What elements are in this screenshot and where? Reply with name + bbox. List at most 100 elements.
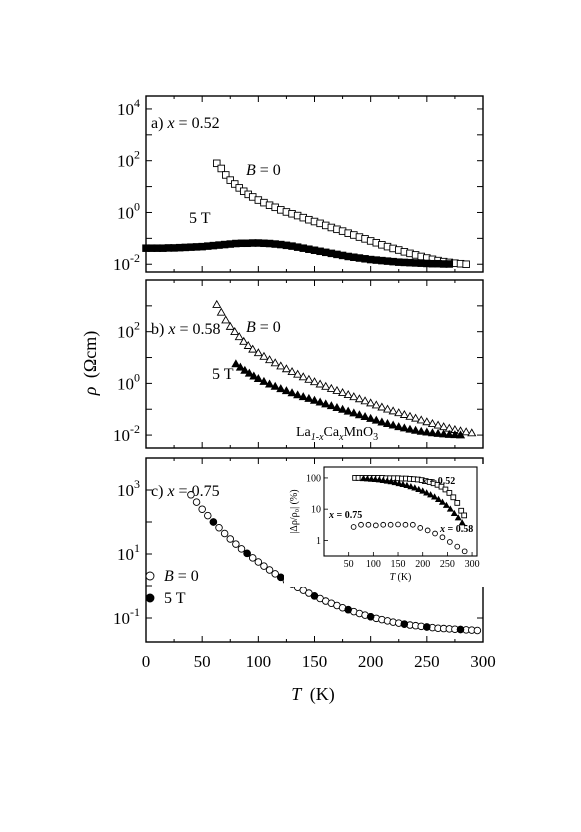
inset-data-point [379, 476, 387, 483]
data-point [456, 625, 465, 634]
inset-data-point [454, 500, 461, 506]
y-tick-label: 10-2 [113, 422, 140, 445]
data-point [433, 420, 443, 429]
data-point [248, 344, 258, 353]
data-point [187, 491, 195, 499]
inset-data-point [450, 509, 458, 517]
data-point [225, 321, 235, 330]
data-point [399, 423, 409, 432]
panel-a: 104 102 100 10-2 a) x = 0.52 B = 0 5 T [113, 95, 484, 274]
data-point [382, 419, 393, 428]
inset-data-point [450, 494, 457, 501]
data-point [265, 566, 274, 574]
data-point [377, 402, 387, 411]
inset-data-point [447, 539, 453, 545]
inset-data-point [434, 495, 443, 502]
data-point [235, 362, 245, 371]
data-point [349, 408, 359, 417]
data-point [204, 511, 212, 520]
y-tick-label: 103 [117, 477, 140, 500]
inset-data-point [375, 476, 383, 483]
inset-data-point [350, 524, 357, 530]
data-point [366, 612, 375, 621]
data-point [321, 399, 331, 408]
data-point [230, 326, 240, 335]
data-point [377, 417, 387, 426]
data-point [321, 381, 331, 390]
data-point [277, 573, 285, 582]
data-point [455, 430, 466, 439]
inset-data-point [431, 493, 439, 500]
data-point [371, 400, 381, 409]
data-point [338, 404, 348, 413]
inset-frame [323, 466, 478, 557]
data-point [276, 361, 286, 370]
inset-x-tick-label: 50 [344, 559, 354, 570]
series-2 [142, 239, 454, 268]
y-tick-label: 10-1 [113, 605, 140, 628]
inset-x-tick-label: 250 [440, 559, 455, 570]
data-point [422, 417, 432, 426]
legend-label: 5 T [212, 366, 234, 383]
data-point [366, 413, 376, 422]
data-point [332, 385, 342, 394]
panel-label: b) x = 0.58 [151, 321, 220, 338]
inset-data-point [458, 519, 466, 526]
data-point [249, 371, 259, 380]
inset-data-point [395, 479, 403, 487]
data-point [239, 336, 249, 345]
inset-data-point [409, 521, 416, 528]
legend-label: B = 0 [164, 568, 199, 585]
data-point [260, 562, 268, 570]
x-axis-label-symbol: T [291, 684, 303, 704]
data-point [405, 424, 415, 433]
inset-data-point [417, 525, 424, 531]
inset-data-point [461, 512, 468, 519]
data-point [371, 415, 381, 424]
inset-data-point [387, 478, 395, 485]
y-axis-label-unit: (Ωcm) [80, 331, 101, 378]
inset-data-point [424, 527, 431, 534]
inset-data-point [372, 522, 379, 529]
data-point [226, 535, 234, 543]
series-1 [213, 159, 470, 268]
data-point [281, 364, 291, 373]
inset-data-point [358, 521, 364, 528]
y-tick-label: 101 [117, 541, 140, 564]
data-point [293, 390, 303, 399]
data-point [264, 379, 275, 388]
data-point [217, 164, 226, 173]
data-point [416, 415, 426, 424]
inset-series-2 [359, 474, 466, 526]
inset-data-point [407, 483, 415, 490]
data-point [445, 260, 454, 268]
data-point [237, 545, 246, 553]
data-point [427, 428, 438, 437]
data-point [439, 429, 449, 438]
inset-data-point [438, 498, 446, 505]
data-point [310, 592, 319, 600]
data-point [315, 397, 325, 406]
data-point [388, 420, 398, 429]
panel-label: a) x = 0.52 [151, 115, 220, 132]
data-point [213, 159, 221, 168]
inset-data-point [403, 481, 411, 488]
data-point [259, 351, 269, 360]
series-2 [231, 359, 466, 439]
data-point [309, 377, 320, 386]
x-axis-label-unit: (K) [310, 684, 335, 705]
y-tick-label: 102 [117, 319, 140, 342]
inset-data-point [399, 480, 407, 488]
y-tick-label: 10-2 [113, 251, 140, 274]
data-point [231, 359, 241, 368]
data-point [243, 340, 253, 349]
data-point [422, 427, 432, 436]
y-axis-label: ρ (Ωcm) [80, 331, 101, 397]
data-point [298, 392, 308, 401]
data-point [344, 605, 352, 614]
data-point [360, 396, 370, 405]
inset-x-tick-label: 100 [366, 559, 381, 570]
data-point [192, 498, 201, 506]
data-point [287, 388, 297, 397]
